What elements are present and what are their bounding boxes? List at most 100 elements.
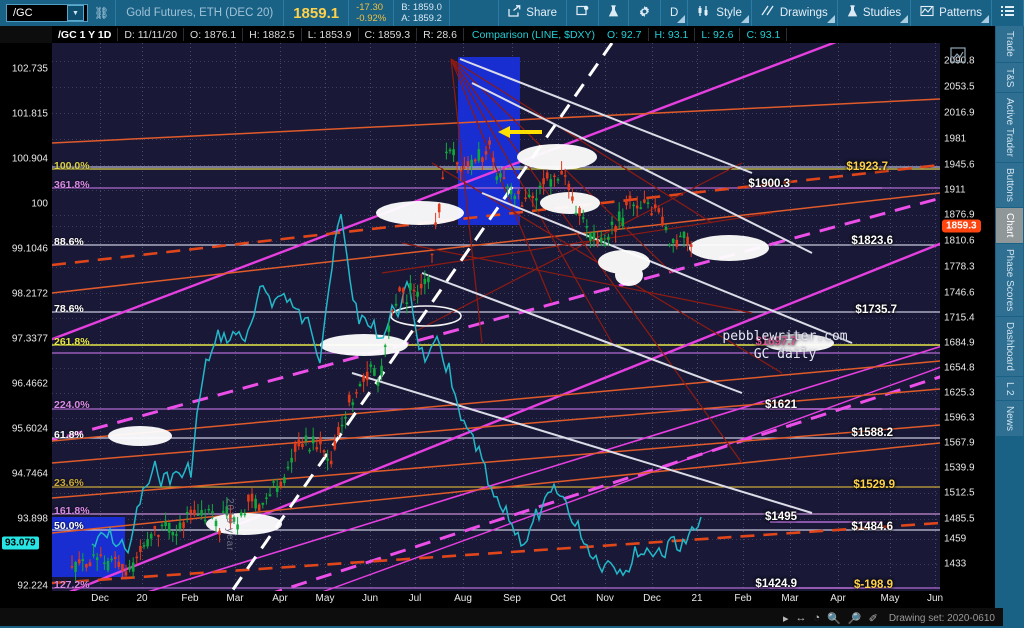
dxy-comparison-line xyxy=(91,213,702,577)
fib-label: 78.6% xyxy=(54,303,84,315)
watermark-line-2: GC daily xyxy=(753,347,817,362)
price-level-label: $1484.6 xyxy=(851,521,893,533)
zoom-out-icon[interactable]: 🔎 xyxy=(847,612,862,625)
right-axis-tick: 1596.3 xyxy=(944,412,975,424)
fib-label: 88.6% xyxy=(54,236,84,248)
symbol-value: /GC xyxy=(13,7,33,19)
ellipse-annotations xyxy=(108,144,834,535)
zoom-in-icon[interactable]: 🔍 xyxy=(827,612,841,625)
play-icon[interactable]: ▸ xyxy=(783,612,789,625)
white-trendlines xyxy=(351,58,853,514)
fib-label: 61.8% xyxy=(54,429,84,441)
right-axis-tick: 2090.8 xyxy=(944,55,975,67)
eraser-icon[interactable]: ✐ xyxy=(868,612,878,625)
info-close: C: 1859.3 xyxy=(359,28,418,41)
right-axis-tick: 1539.9 xyxy=(944,462,975,474)
sidebar-tab-active-trader[interactable]: Active Trader xyxy=(996,93,1023,164)
timeframe-button[interactable]: D xyxy=(661,0,689,26)
left-axis-last-price: 93.079 xyxy=(2,536,39,550)
time-axis[interactable]: Dec 20 Feb Mar Apr May Jun Jul Aug Sep Oct Nov Dec 21… xyxy=(0,591,995,608)
share-icon xyxy=(508,5,521,21)
info-range: R: 28.6 xyxy=(417,28,464,41)
settings-button[interactable] xyxy=(629,0,661,26)
info-bar-gutter xyxy=(0,26,52,43)
arrows-horizontal-icon[interactable]: ↔ xyxy=(795,612,807,624)
left-price-axis[interactable]: 102.735 101.815 100.904 100 99.1046 98.2172 97… xyxy=(0,43,52,592)
sidebar-tab-phase-scores[interactable]: Phase Scores xyxy=(996,243,1023,317)
price-level-label: $1697.7 xyxy=(755,336,797,348)
style-button[interactable]: Style xyxy=(688,0,752,26)
price-level-label: $1900.3 xyxy=(748,178,790,190)
gear-icon xyxy=(638,5,651,22)
price-level-label: $1529.9 xyxy=(853,479,895,491)
sidebar-tab-chart[interactable]: Chart xyxy=(996,208,1023,244)
sidebar-tab-dashboard[interactable]: Dashboard xyxy=(996,316,1023,377)
left-axis-tick: 92.224 xyxy=(17,580,48,592)
link-chain-icon[interactable]: ⛓ xyxy=(94,6,110,20)
right-axis-tick: 1715.4 xyxy=(944,312,975,324)
fib-label: 361.8% xyxy=(54,179,90,191)
sidebar-tab-buttons[interactable]: Buttons xyxy=(996,163,1023,209)
menu-icon xyxy=(1001,5,1014,21)
studies-flask-button[interactable] xyxy=(599,0,629,26)
drawings-button[interactable]: Drawings xyxy=(752,0,838,26)
info-comparison-open: O: 92.7 xyxy=(601,28,649,41)
more-menu-button[interactable] xyxy=(992,0,1024,26)
time-axis-tick: Dec xyxy=(643,593,661,604)
chevron-down-icon[interactable]: ▼ xyxy=(67,5,84,21)
note-button[interactable] xyxy=(567,0,599,26)
right-axis-tick: 1981 xyxy=(944,133,967,145)
flask-icon xyxy=(608,5,619,22)
right-sidebar[interactable]: Trade T&S Active Trader Buttons Chart Phase S… xyxy=(995,26,1024,628)
time-axis-tick: Oct xyxy=(550,593,566,604)
price-level-label: $1923.7 xyxy=(846,161,888,173)
time-axis-tick: Apr xyxy=(272,593,288,604)
right-axis-tick: 1876.9 xyxy=(944,209,975,221)
time-axis-tick: Nov xyxy=(596,593,614,604)
top-toolbar: /GC ▼ ⛓ Gold Futures, ETH (DEC 20) 1859.… xyxy=(0,0,1024,26)
fib-label: 23.6% xyxy=(54,477,84,489)
time-axis-tick: May xyxy=(315,593,335,604)
left-axis-tick: 101.815 xyxy=(11,108,48,120)
style-icon xyxy=(697,5,711,21)
sidebar-tab-t-s[interactable]: T&S xyxy=(996,62,1023,94)
price-level-label: $1735.7 xyxy=(855,304,897,316)
fib-label: 224.0% xyxy=(54,399,90,411)
sidebar-tab-trade[interactable]: Trade xyxy=(996,26,1023,63)
right-axis-tick: 1567.9 xyxy=(944,437,975,449)
left-axis-tick: 99.1046 xyxy=(11,243,48,255)
change-absolute: -17.30 xyxy=(356,2,384,13)
yellow-arrow-annotation xyxy=(498,126,542,138)
right-axis-tick: 1654.8 xyxy=(944,362,975,374)
gc-candlestick-series xyxy=(70,136,693,583)
right-axis-tick: 1459 xyxy=(944,533,967,545)
expand-chart-icon[interactable] xyxy=(950,47,966,68)
time-axis-tick: 21 xyxy=(691,593,703,604)
info-date: D: 11/11/20 xyxy=(118,28,185,41)
right-axis-tick: 2016.9 xyxy=(944,107,975,119)
instrument-description: Gold Futures, ETH (DEC 20) xyxy=(126,7,274,19)
share-label: Share xyxy=(526,7,557,19)
left-axis-tick: 94.7464 xyxy=(11,468,48,480)
price-level-label: $1588.2 xyxy=(851,427,893,439)
info-low: L: 1853.9 xyxy=(302,28,359,41)
right-axis-tick: 1512.5 xyxy=(944,487,975,499)
year-marker-label: 2019 year xyxy=(224,498,235,552)
share-button[interactable]: Share xyxy=(499,0,567,26)
price-level-label: $1823.6 xyxy=(851,235,893,247)
clock-icon[interactable]: ◔ xyxy=(813,612,821,624)
chart-area[interactable]: 102.735 101.815 100.904 100 99.1046 98.2172 97… xyxy=(0,43,995,608)
right-axis-tick: 1625.3 xyxy=(944,387,975,399)
right-price-axis[interactable]: 2090.8 2053.5 2016.9 1981 1945.6 1911 1876.9 18… xyxy=(940,43,995,591)
symbol-input[interactable]: /GC ▼ xyxy=(6,4,88,22)
time-axis-tick: Feb xyxy=(181,593,199,604)
info-comparison-low: L: 92.6 xyxy=(695,28,741,41)
dashed-white-lines xyxy=(230,43,614,591)
plot-canvas[interactable]: 100.0% 361.8% 88.6% 78.6% 261.8% 224.0% 61.8% 2… xyxy=(52,43,940,591)
sidebar-tab-news[interactable]: News xyxy=(996,401,1023,438)
sidebar-tab-l-2[interactable]: L 2 xyxy=(996,376,1023,402)
patterns-button[interactable]: Patterns xyxy=(911,0,992,26)
studies-button[interactable]: Studies xyxy=(838,0,912,26)
chart-info-bar: /GC 1 Y 1D D: 11/11/20 O: 1876.1 H: 1882… xyxy=(0,26,1024,43)
